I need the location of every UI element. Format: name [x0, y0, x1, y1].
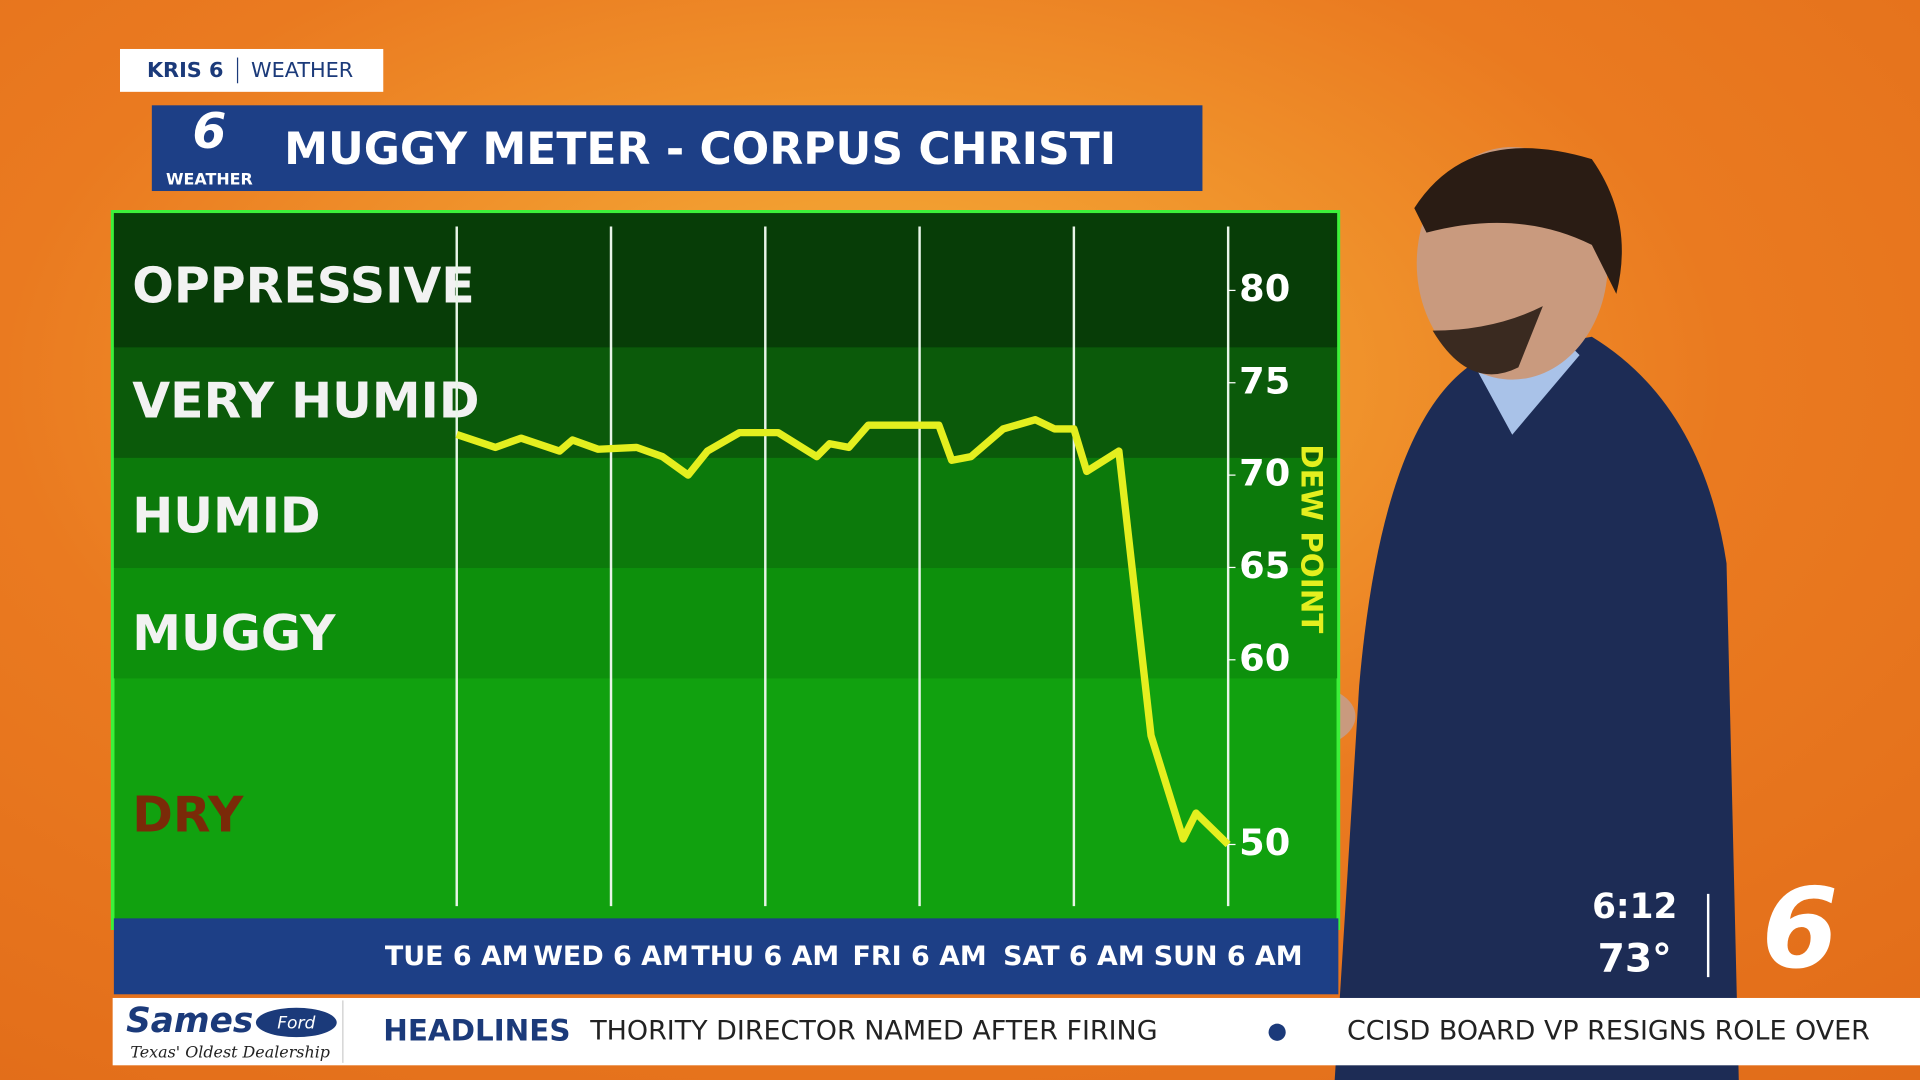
day-strip	[113, 918, 1339, 995]
channel-logo: 6	[1762, 865, 1839, 993]
y-tick-label: 70	[1239, 452, 1290, 495]
y-tick-label: 65	[1239, 544, 1290, 587]
x-tick-label: SUN 6 AM	[1154, 941, 1303, 972]
zone-label: HUMID	[132, 488, 320, 545]
y-tick-label: 50	[1239, 821, 1290, 864]
x-tick-label: FRI 6 AM	[852, 941, 986, 972]
clock: 6:12	[1592, 887, 1677, 927]
logo-word: WEATHER	[166, 170, 253, 189]
x-tick-label: THU 6 AM	[691, 941, 839, 972]
x-tick-label: SAT 6 AM	[1003, 941, 1145, 972]
dew-point-line	[455, 416, 1231, 848]
ticker-bar	[112, 997, 1920, 1066]
zone-label: VERY HUMID	[132, 373, 479, 430]
ticker-bullet	[1268, 1023, 1286, 1041]
title-bar	[151, 105, 1203, 192]
y-tick-label: 75	[1239, 359, 1290, 402]
zone-label: DRY	[132, 786, 244, 843]
sponsor: Sames	[126, 1001, 253, 1041]
zone-label: MUGGY	[132, 605, 336, 662]
station: KRIS 6	[147, 58, 224, 82]
ticker-item: THORITY DIRECTOR NAMED AFTER FIRING	[589, 1016, 1157, 1047]
zone-label: OPPRESSIVE	[132, 257, 474, 314]
chart-title: MUGGY METER - CORPUS CHRISTI	[284, 124, 1116, 175]
plot: OPPRESSIVE VERY HUMID HUMID MUGGY DRY TUE 6 A…	[132, 226, 1303, 972]
brand-tab	[120, 48, 384, 92]
y-tick-label: 60	[1239, 636, 1290, 679]
ticker-item: CCISD BOARD VP RESIGNS ROLE OVER	[1347, 1016, 1870, 1047]
x-tick-label: WED 6 AM	[533, 941, 689, 972]
x-tick-label: TUE 6 AM	[385, 941, 529, 972]
ticker-label: HEADLINES	[383, 1014, 570, 1048]
logo-number: 6	[192, 103, 226, 160]
temperature: 73°	[1598, 937, 1672, 982]
section: WEATHER	[251, 58, 353, 82]
zone-band	[113, 213, 1338, 348]
y-axis-label: DEW POINT	[1295, 444, 1329, 633]
sponsor-tagline: Texas' Oldest Dealership	[130, 1043, 330, 1062]
sponsor-badge	[255, 1007, 337, 1038]
y-tick-label: 80	[1239, 267, 1290, 310]
sponsor-brand: Ford	[277, 1014, 315, 1034]
